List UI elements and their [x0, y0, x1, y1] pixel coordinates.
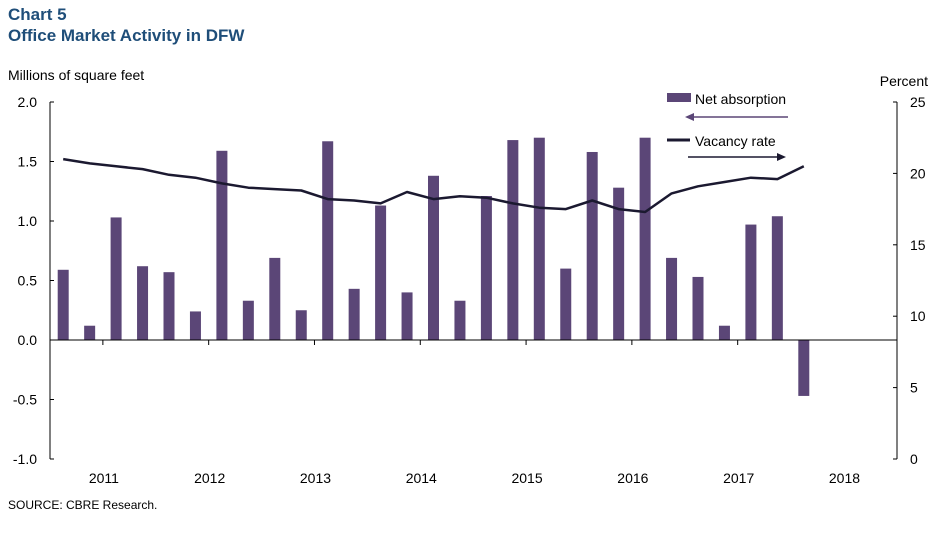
bar-net-absorption [560, 268, 572, 340]
chart-number: Chart 5 [8, 5, 67, 24]
right-tick-label: 0 [910, 451, 918, 467]
right-axis-label: Percent [880, 73, 928, 89]
bar-net-absorption [428, 175, 439, 340]
bar-net-absorption [401, 292, 413, 340]
left-tick-label: -0.5 [13, 392, 37, 408]
bar-net-absorption [639, 137, 651, 340]
bar-net-absorption [137, 266, 149, 340]
left-tick-label: 1.0 [18, 213, 38, 229]
bar-net-absorption [798, 340, 810, 396]
bar-net-absorption [613, 187, 625, 340]
x-tick-label: 2018 [829, 470, 860, 486]
bar-net-absorption [322, 141, 334, 340]
left-axis-label: Millions of square feet [8, 67, 144, 83]
bar-net-absorption [692, 276, 704, 340]
x-tick-label: 2017 [723, 470, 754, 486]
bar-net-absorption [84, 325, 96, 340]
right-tick-label: 15 [910, 237, 926, 253]
legend-label-vacancy-rate: Vacancy rate [695, 133, 776, 149]
right-tick-label: 25 [910, 94, 926, 110]
left-tick-label: 1.5 [18, 154, 38, 170]
bar-net-absorption [718, 325, 730, 340]
bar-net-absorption [480, 196, 492, 340]
x-tick-label: 2011 [89, 470, 119, 486]
bar-net-absorption [216, 150, 228, 340]
right-tick-label: 20 [910, 165, 926, 181]
bar-net-absorption [163, 272, 175, 340]
x-tick-label: 2016 [617, 470, 648, 486]
line-vacancy-rate [62, 157, 805, 214]
right-tick-label: 5 [910, 380, 918, 396]
bar-net-absorption [348, 288, 360, 340]
source-note: SOURCE: CBRE Research. [8, 498, 158, 512]
bar-net-absorption [269, 257, 281, 340]
legend-arrowhead-right-icon [777, 153, 786, 161]
right-tick-label: 10 [910, 308, 926, 324]
bar-net-absorption [189, 311, 201, 340]
x-tick-label: 2015 [511, 470, 542, 486]
chart-title: Office Market Activity in DFW [8, 26, 245, 45]
bar-net-absorption [454, 300, 466, 340]
x-tick-label: 2013 [300, 470, 331, 486]
bar-net-absorption [666, 257, 678, 340]
bar-net-absorption [375, 205, 387, 340]
x-tick-label: 2012 [194, 470, 225, 486]
bar-net-absorption [745, 224, 757, 340]
legend-swatch-net-absorption [667, 93, 691, 102]
legend-label-net-absorption: Net absorption [695, 91, 786, 107]
bar-net-absorption [295, 310, 307, 340]
left-tick-label: 0.5 [18, 273, 38, 289]
bar-net-absorption [586, 151, 598, 340]
bar-net-absorption [771, 216, 783, 340]
left-tick-label: 2.0 [18, 94, 38, 110]
bar-net-absorption [110, 217, 122, 340]
legend-arrowhead-left-icon [685, 113, 694, 121]
bar-net-absorption [242, 300, 254, 340]
bar-net-absorption [507, 140, 519, 340]
left-tick-label: 0.0 [18, 332, 38, 348]
x-tick-label: 2014 [406, 470, 437, 486]
bar-net-absorption [57, 269, 69, 340]
left-tick-label: -1.0 [13, 451, 37, 467]
bar-net-absorption [533, 137, 545, 340]
